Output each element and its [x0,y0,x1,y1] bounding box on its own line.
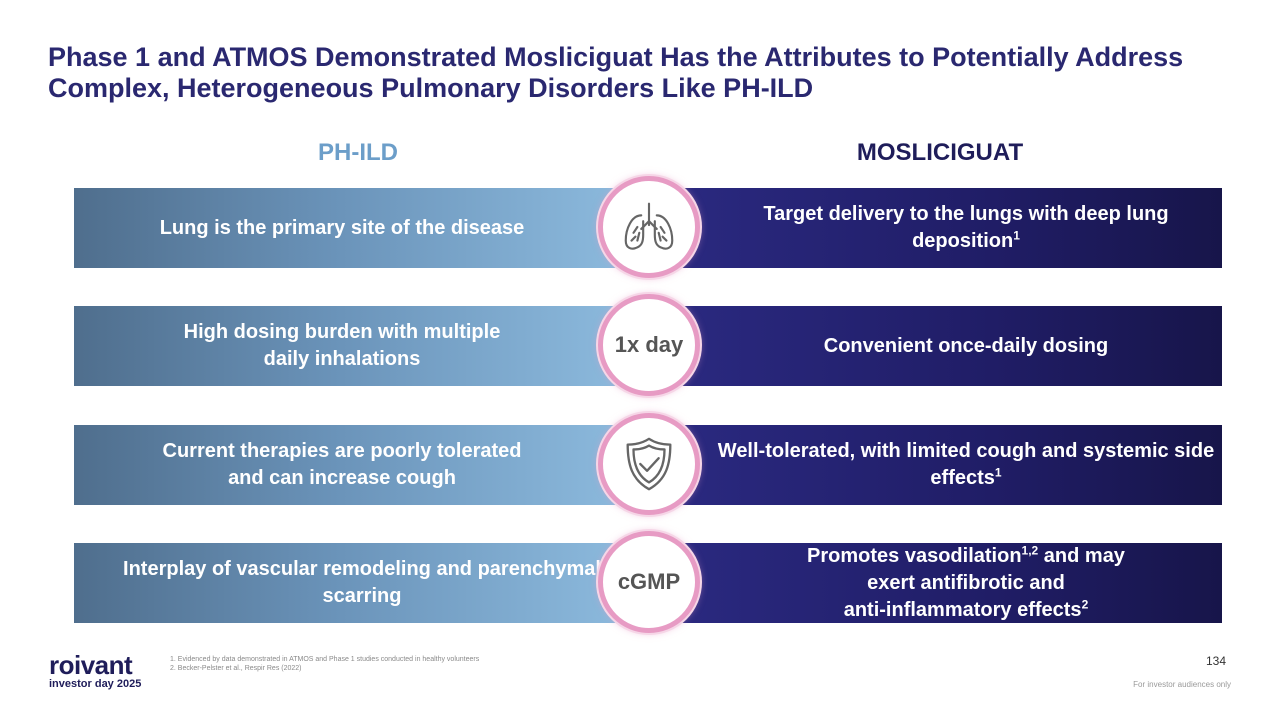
logo-wordmark: roivant [49,650,133,680]
column-header-mosliciguat: MOSLICIGUAT [856,139,1024,166]
problem-text: High dosing burden with multiple daily i… [183,321,501,370]
solution-band: Convenient once-daily dosing [650,306,1222,386]
problem-text: Lung is the primary site of the disease [159,216,525,239]
problem-band: Lung is the primary site of the disease [74,188,650,268]
solution-band: Promotes vasodilation1,2 and may exert a… [650,543,1222,623]
footnote: 2. Becker-Pelster et al., Respir Res (20… [170,665,302,672]
solution-text: Promotes vasodilation1,2 and may exert a… [807,542,1125,621]
roivant-logo: roivant investor day 2025 [49,652,141,690]
comparison-row: High dosing burden with multiple daily i… [74,294,1222,396]
problem-text: Current therapies are poorly tolerated a… [162,440,522,489]
slide-title: Phase 1 and ATMOS Demonstrated Moslicigu… [48,42,1184,103]
comparison-row: Interplay of vascular remodeling and par… [74,531,1222,633]
problem-text: Interplay of vascular remodeling and par… [123,558,601,607]
problem-band: High dosing burden with multiple daily i… [74,306,650,386]
solution-text: Well-tolerated, with limited cough and s… [717,440,1215,489]
lungs-icon [598,176,700,278]
footnote: 1. Evidenced by data demonstrated in ATM… [170,656,480,663]
comparison-row: Current therapies are poorly tolerated a… [74,413,1222,515]
dosing-badge: 1x day [598,294,700,396]
comparison-row: Lung is the primary site of the disease … [74,176,1222,278]
solution-band: Target delivery to the lungs with deep l… [650,188,1222,268]
problem-band: Interplay of vascular remodeling and par… [74,543,650,623]
disclaimer: For investor audiences only [1133,680,1231,689]
shield-check-icon [598,413,700,515]
cgmp-badge: cGMP [598,531,700,633]
footnotes: 1. Evidenced by data demonstrated in ATM… [170,655,479,673]
page-number: 134 [1206,654,1227,668]
solution-band: Well-tolerated, with limited cough and s… [650,425,1222,505]
solution-text: Convenient once-daily dosing [823,334,1109,357]
logo-subtitle: investor day 2025 [49,678,142,690]
column-header-ph-ild: PH-ILD [318,139,398,166]
solution-text: Target delivery to the lungs with deep l… [763,203,1169,252]
problem-band: Current therapies are poorly tolerated a… [74,425,650,505]
